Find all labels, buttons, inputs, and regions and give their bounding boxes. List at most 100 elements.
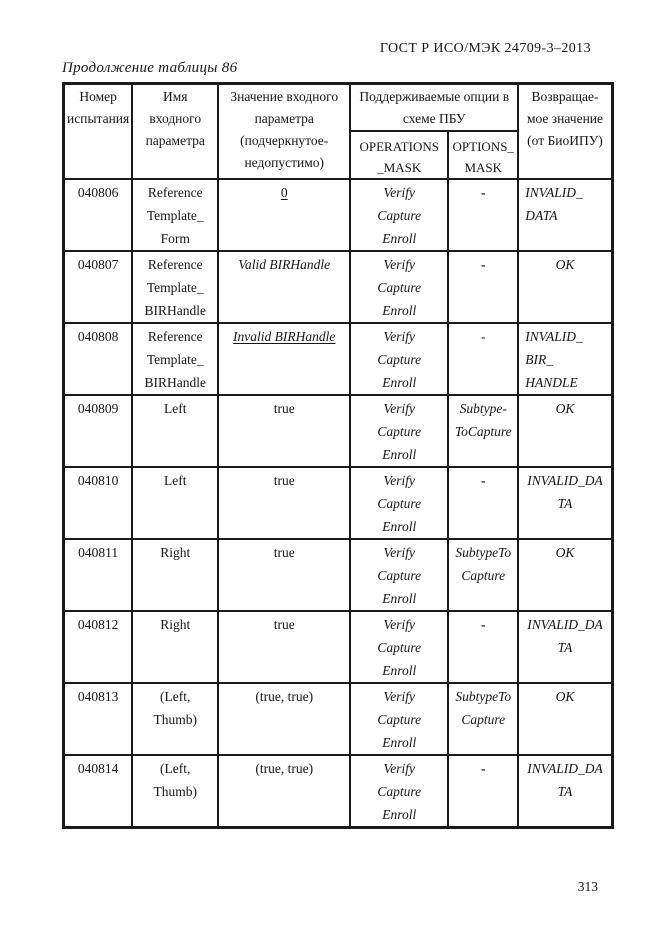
- table-row: 040814 (Left, Thumb) (true, true) Verify Ca…: [62, 754, 614, 829]
- results-table: Номер испытания Имя входного параметра З…: [62, 82, 614, 829]
- table-header: Номер испытания Имя входного параметра З…: [62, 82, 614, 180]
- cell-param-value: 0: [217, 178, 352, 252]
- cell-operations-mask-text: Verify Capture Enroll: [377, 401, 422, 462]
- cell-test-number-text: 040811: [78, 545, 119, 560]
- table-row: 040807 Reference Template_ BIRHandle Valid…: [62, 250, 614, 324]
- cell-return-value-text: OK: [555, 401, 575, 416]
- cell-options-mask: -: [447, 178, 520, 252]
- cell-test-number: 040810: [62, 466, 134, 540]
- cell-param-value-text: (true, true): [255, 689, 314, 704]
- cell-return-value-text: OK: [555, 689, 575, 704]
- table-caption: Продолжение таблицы 86: [62, 60, 238, 76]
- cell-param-value-text: true: [273, 473, 295, 488]
- cell-return-value-text: OK: [555, 545, 575, 560]
- cell-operations-mask-text: Verify Capture Enroll: [377, 761, 422, 822]
- cell-operations-mask: Verify Capture Enroll: [349, 610, 450, 684]
- table-row: 040811 Right true Verify Capture Enroll Subt…: [62, 538, 614, 612]
- cell-return-value: INVALID_DA TA: [517, 466, 614, 540]
- cell-return-value-text: INVALID_DA TA: [527, 761, 603, 799]
- cell-return-value: OK: [517, 682, 614, 756]
- table-row: 040812 Right true Verify Capture Enroll - INV…: [62, 610, 614, 684]
- cell-options-mask-text: -: [480, 329, 486, 344]
- cell-test-number: 040809: [62, 394, 134, 468]
- cell-param-name-text: Reference Template_ BIRHandle: [144, 329, 206, 390]
- cell-return-value: OK: [517, 250, 614, 324]
- cell-return-value: INVALID_ BIR_ HANDLE: [517, 322, 614, 396]
- cell-param-name: (Left, Thumb): [131, 754, 220, 829]
- cell-test-number-text: 040806: [77, 185, 119, 200]
- cell-param-value: Valid BIRHandle: [217, 250, 352, 324]
- cell-param-value-text: Valid BIRHandle: [238, 257, 331, 272]
- cell-param-name-text: Right: [160, 617, 191, 632]
- cell-operations-mask: Verify Capture Enroll: [349, 754, 450, 829]
- cell-return-value: OK: [517, 538, 614, 612]
- cell-param-name-text: Right: [160, 545, 191, 560]
- cell-options-mask-text: Subtype- ToCapture: [454, 401, 512, 439]
- header-return-value: Возвращае- мое значение (от БиоИПУ): [517, 82, 614, 180]
- cell-options-mask: -: [447, 466, 520, 540]
- cell-options-mask: -: [447, 610, 520, 684]
- cell-param-name: (Left, Thumb): [131, 682, 220, 756]
- cell-test-number-text: 040807: [77, 257, 119, 272]
- doc-header: ГОСТ Р ИСО/МЭК 24709-3–2013: [379, 41, 591, 56]
- table-body: 040806 Reference Template_ Form 0 Verify Ca…: [62, 178, 614, 829]
- cell-options-mask-text: SubtypeTo Capture: [455, 689, 512, 727]
- cell-operations-mask: Verify Capture Enroll: [349, 394, 450, 468]
- cell-options-mask-text: -: [480, 617, 486, 632]
- table-row: 040806 Reference Template_ Form 0 Verify Ca…: [62, 178, 614, 252]
- cell-options-mask-text: -: [480, 257, 486, 272]
- cell-options-mask: SubtypeTo Capture: [447, 538, 520, 612]
- header-test-number: Номер испытания: [62, 82, 134, 180]
- cell-return-value-text: INVALID_ BIR_ HANDLE: [525, 329, 583, 390]
- cell-test-number-text: 040810: [77, 473, 119, 488]
- cell-options-mask-text: -: [480, 473, 486, 488]
- page-number: 313: [577, 879, 598, 894]
- cell-param-name-text: Left: [163, 473, 187, 488]
- cell-test-number-text: 040812: [77, 617, 119, 632]
- cell-options-mask-text: -: [480, 761, 486, 776]
- cell-test-number: 040811: [62, 538, 134, 612]
- cell-param-name-text: Reference Template_ BIRHandle: [144, 257, 206, 318]
- cell-test-number-text: 040813: [77, 689, 119, 704]
- cell-param-name: Reference Template_ BIRHandle: [131, 322, 220, 396]
- cell-operations-mask-text: Verify Capture Enroll: [377, 257, 422, 318]
- table-row: 040808 Reference Template_ BIRHandle Inval…: [62, 322, 614, 396]
- cell-operations-mask-text: Verify Capture Enroll: [377, 185, 422, 246]
- cell-param-name: Reference Template_ BIRHandle: [131, 250, 220, 324]
- cell-test-number: 040812: [62, 610, 134, 684]
- cell-operations-mask-text: Verify Capture Enroll: [377, 689, 422, 750]
- cell-operations-mask: Verify Capture Enroll: [349, 250, 450, 324]
- cell-param-value: true: [217, 394, 352, 468]
- cell-param-name: Right: [131, 610, 220, 684]
- cell-param-value: true: [217, 466, 352, 540]
- header-row-2: OPERATIONS _MASK OPTIONS_ MASK: [64, 130, 613, 180]
- cell-param-name: Reference Template_ Form: [131, 178, 220, 252]
- cell-param-name-text: (Left, Thumb): [153, 761, 197, 799]
- header-param-name: Имя входного параметра: [131, 82, 220, 180]
- cell-param-value-text: true: [273, 545, 295, 560]
- cell-return-value-text: INVALID_DA TA: [527, 617, 603, 655]
- header-operations-mask: OPERATIONS _MASK: [349, 130, 450, 180]
- cell-param-name: Left: [131, 394, 220, 468]
- cell-return-value-text: OK: [555, 257, 575, 272]
- header-options-mask: OPTIONS_ MASK: [447, 130, 520, 180]
- cell-param-value: (true, true): [217, 754, 352, 829]
- cell-return-value-text: INVALID_DA TA: [527, 473, 603, 511]
- cell-options-mask: -: [447, 322, 520, 396]
- cell-param-value-text: (true, true): [255, 761, 314, 776]
- cell-options-mask-text: -: [480, 185, 486, 200]
- table-row: 040813 (Left, Thumb) (true, true) Verify Ca…: [62, 682, 614, 756]
- cell-test-number-text: 040808: [77, 329, 119, 344]
- cell-operations-mask-text: Verify Capture Enroll: [377, 545, 422, 606]
- cell-param-name-text: Left: [163, 401, 187, 416]
- cell-test-number: 040807: [62, 250, 134, 324]
- cell-options-mask: -: [447, 250, 520, 324]
- cell-param-value-text: true: [273, 617, 295, 632]
- cell-test-number-text: 040809: [77, 401, 119, 416]
- cell-operations-mask-text: Verify Capture Enroll: [377, 473, 422, 534]
- cell-options-mask: -: [447, 754, 520, 829]
- header-row-1: Номер испытания Имя входного параметра З…: [62, 82, 614, 180]
- cell-return-value: OK: [517, 394, 614, 468]
- cell-param-name: Right: [131, 538, 220, 612]
- header-options-group: Поддерживаемые опции в схеме ПБУ: [349, 82, 520, 132]
